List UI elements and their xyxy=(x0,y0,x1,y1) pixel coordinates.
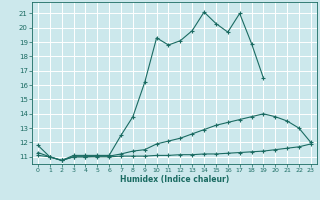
X-axis label: Humidex (Indice chaleur): Humidex (Indice chaleur) xyxy=(120,175,229,184)
